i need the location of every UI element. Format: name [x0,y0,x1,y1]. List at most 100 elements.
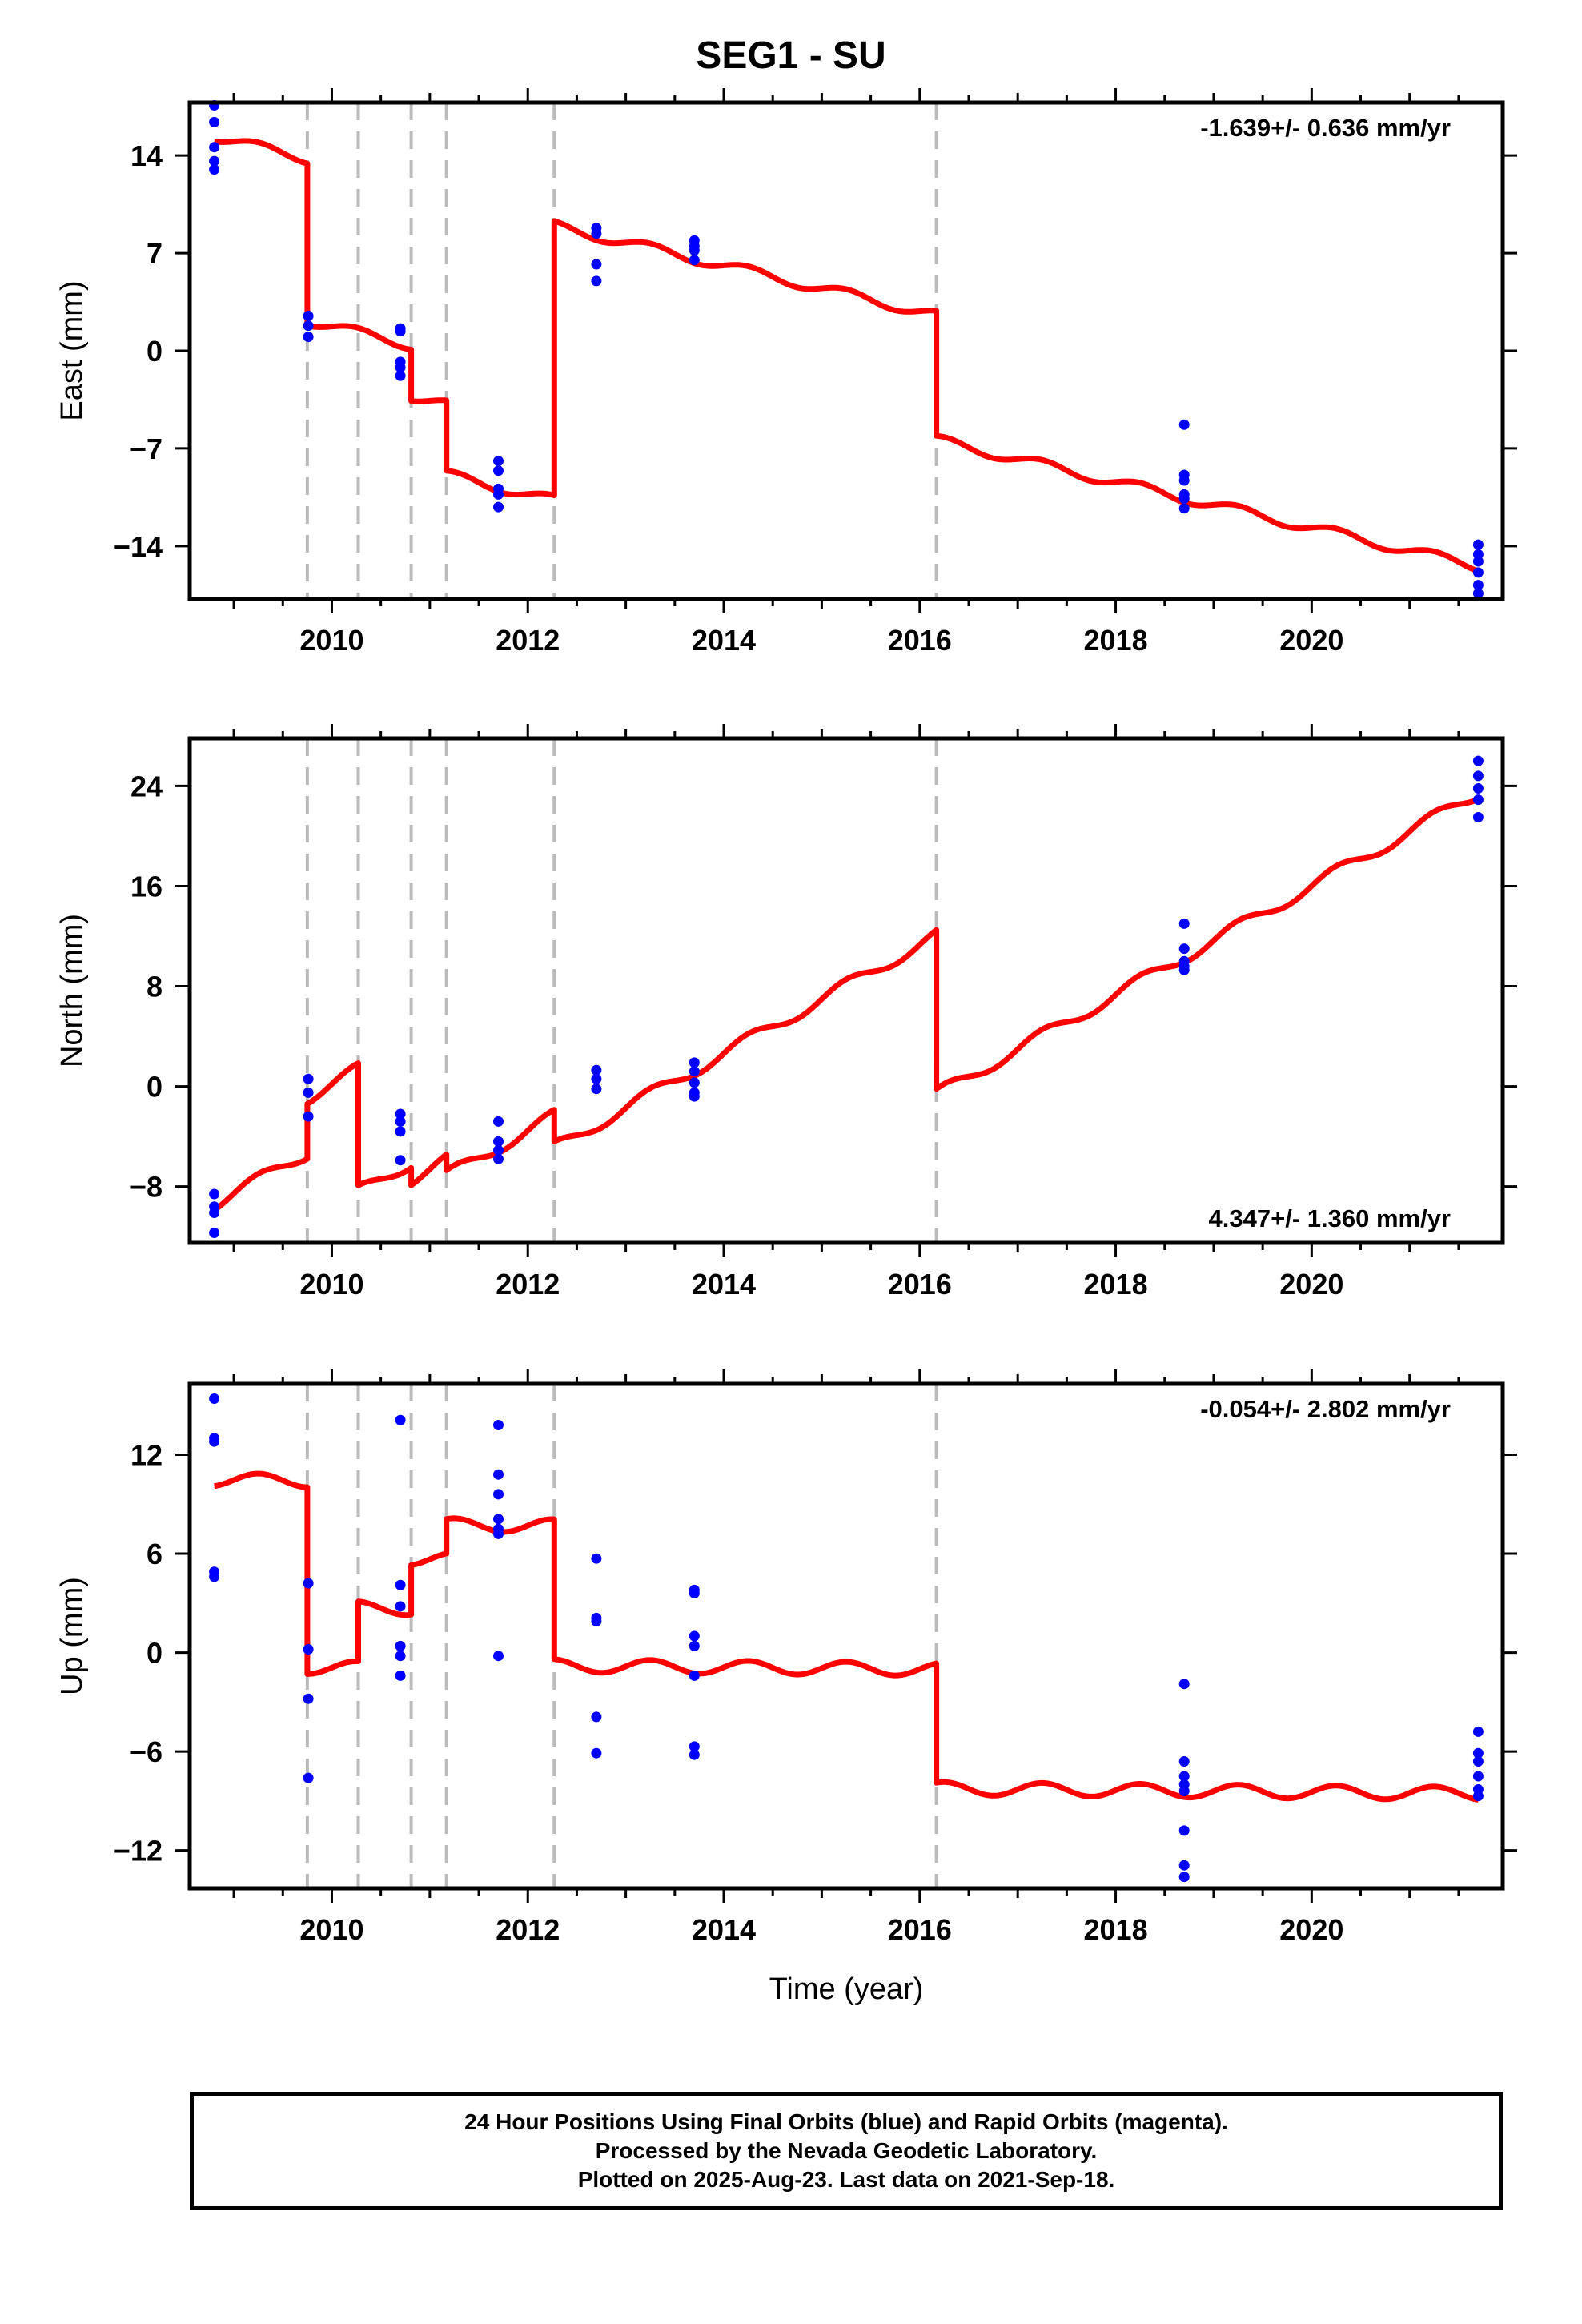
data-point [1472,567,1484,578]
x-tick-label: 2012 [496,624,560,657]
data-point [1178,964,1190,975]
rate-annotation: -0.054+/- 2.802 mm/yr [1200,1395,1451,1423]
data-point [303,1578,314,1589]
y-tick-label: −12 [114,1835,163,1868]
data-point [1178,1771,1190,1782]
data-point [395,1155,406,1166]
data-point [395,326,406,337]
panel-3: 2010 2012 2014 2016 2018 2020 12 6 0 −6 −12 Up (mm)… [55,1369,1517,2006]
y-tick-label: 16 [130,870,163,903]
data-point [1472,1726,1484,1737]
data-point [1178,475,1190,486]
data-point [1472,1791,1484,1802]
y-tick-label: 0 [147,1637,163,1670]
x-tick-label: 2018 [1084,1913,1148,1946]
data-point [1472,1756,1484,1767]
y-tick-label: 0 [147,335,163,368]
data-point [303,1772,314,1783]
y-axis-label: North (mm) [55,914,89,1068]
data-point [689,1749,700,1760]
data-point [689,1670,700,1681]
data-point [493,501,504,513]
data-point [1472,556,1484,567]
data-point [591,1616,602,1626]
data-point [689,1588,700,1598]
data-point [1472,783,1484,794]
x-tick-label: 2014 [692,624,756,657]
y-axis-label: Up (mm) [55,1577,89,1695]
data-point [303,1693,314,1704]
data-point [689,1066,700,1077]
data-point [1472,588,1484,599]
data-point [1472,794,1484,806]
data-point [493,1420,504,1430]
data-point [303,320,314,332]
data-point [689,255,700,266]
rate-annotation: 4.347+/- 1.360 mm/yr [1209,1204,1451,1232]
data-point [395,1414,406,1425]
data-point [591,275,602,287]
y-tick-label: 14 [130,139,163,172]
data-point [689,1741,700,1752]
y-tick-label: −14 [114,530,163,563]
footer-line-1: 24 Hour Positions Using Final Orbits (bl… [464,2109,1228,2134]
x-tick-label: 2016 [888,624,952,657]
data-point [493,1489,504,1500]
x-tick-label: 2012 [496,1913,560,1946]
data-point [209,1393,220,1404]
plot-frame [187,736,1505,1245]
x-tick-label: 2018 [1084,1268,1148,1301]
y-tick-label: 12 [130,1439,163,1472]
chart-title: SEG1 - SU [696,34,886,77]
data-point [493,465,504,476]
data-point [1472,770,1484,782]
data-point [591,1064,602,1076]
data-point [493,1469,504,1480]
data-point [493,1651,504,1662]
data-point [303,1644,314,1655]
data-point [395,1670,406,1681]
data-point [689,1091,700,1102]
data-point [209,116,220,127]
panel-1: 2010 2012 2014 2016 2018 2020 14 7 0 −7 −14 East (m… [55,88,1517,657]
x-tick-label: 2014 [692,1913,756,1946]
footer-line-3: Plotted on 2025-Aug-23. Last data on 202… [577,2167,1115,2192]
footer-caption-box: 24 Hour Positions Using Final Orbits (bl… [190,2092,1503,2210]
x-tick-label: 2020 [1279,1268,1343,1301]
data-point [493,1514,504,1525]
y-tick-label: −6 [130,1735,163,1768]
data-point [1178,419,1190,430]
data-point [1178,493,1190,505]
model-line [212,796,1480,1213]
data-point [689,1640,700,1651]
data-point [395,1116,406,1127]
x-tick-label: 2010 [299,1913,363,1946]
plot-frame [187,100,1505,601]
data-point [689,1077,700,1088]
data-point [303,332,314,343]
x-tick-label: 2016 [888,1913,952,1946]
data-point [591,1084,602,1095]
data-point [1472,539,1484,550]
data-point [591,1711,602,1723]
data-point [591,1747,602,1759]
data-point [303,1073,314,1084]
data-point [209,1228,220,1238]
y-tick-label: 24 [130,770,163,802]
data-point [1178,1825,1190,1836]
data-point [1472,755,1484,766]
data-point [689,1057,700,1068]
x-tick-label: 2018 [1084,624,1148,657]
data-point [303,311,314,321]
data-point [209,1436,220,1447]
data-point [395,1108,406,1120]
data-point [1178,1756,1190,1767]
model-line [212,138,1480,574]
data-point [591,1073,602,1084]
data-point [493,1528,504,1539]
data-point [493,1136,504,1147]
data-point [395,370,406,381]
y-tick-label: 7 [147,237,163,270]
y-tick-label: 0 [147,1071,163,1104]
